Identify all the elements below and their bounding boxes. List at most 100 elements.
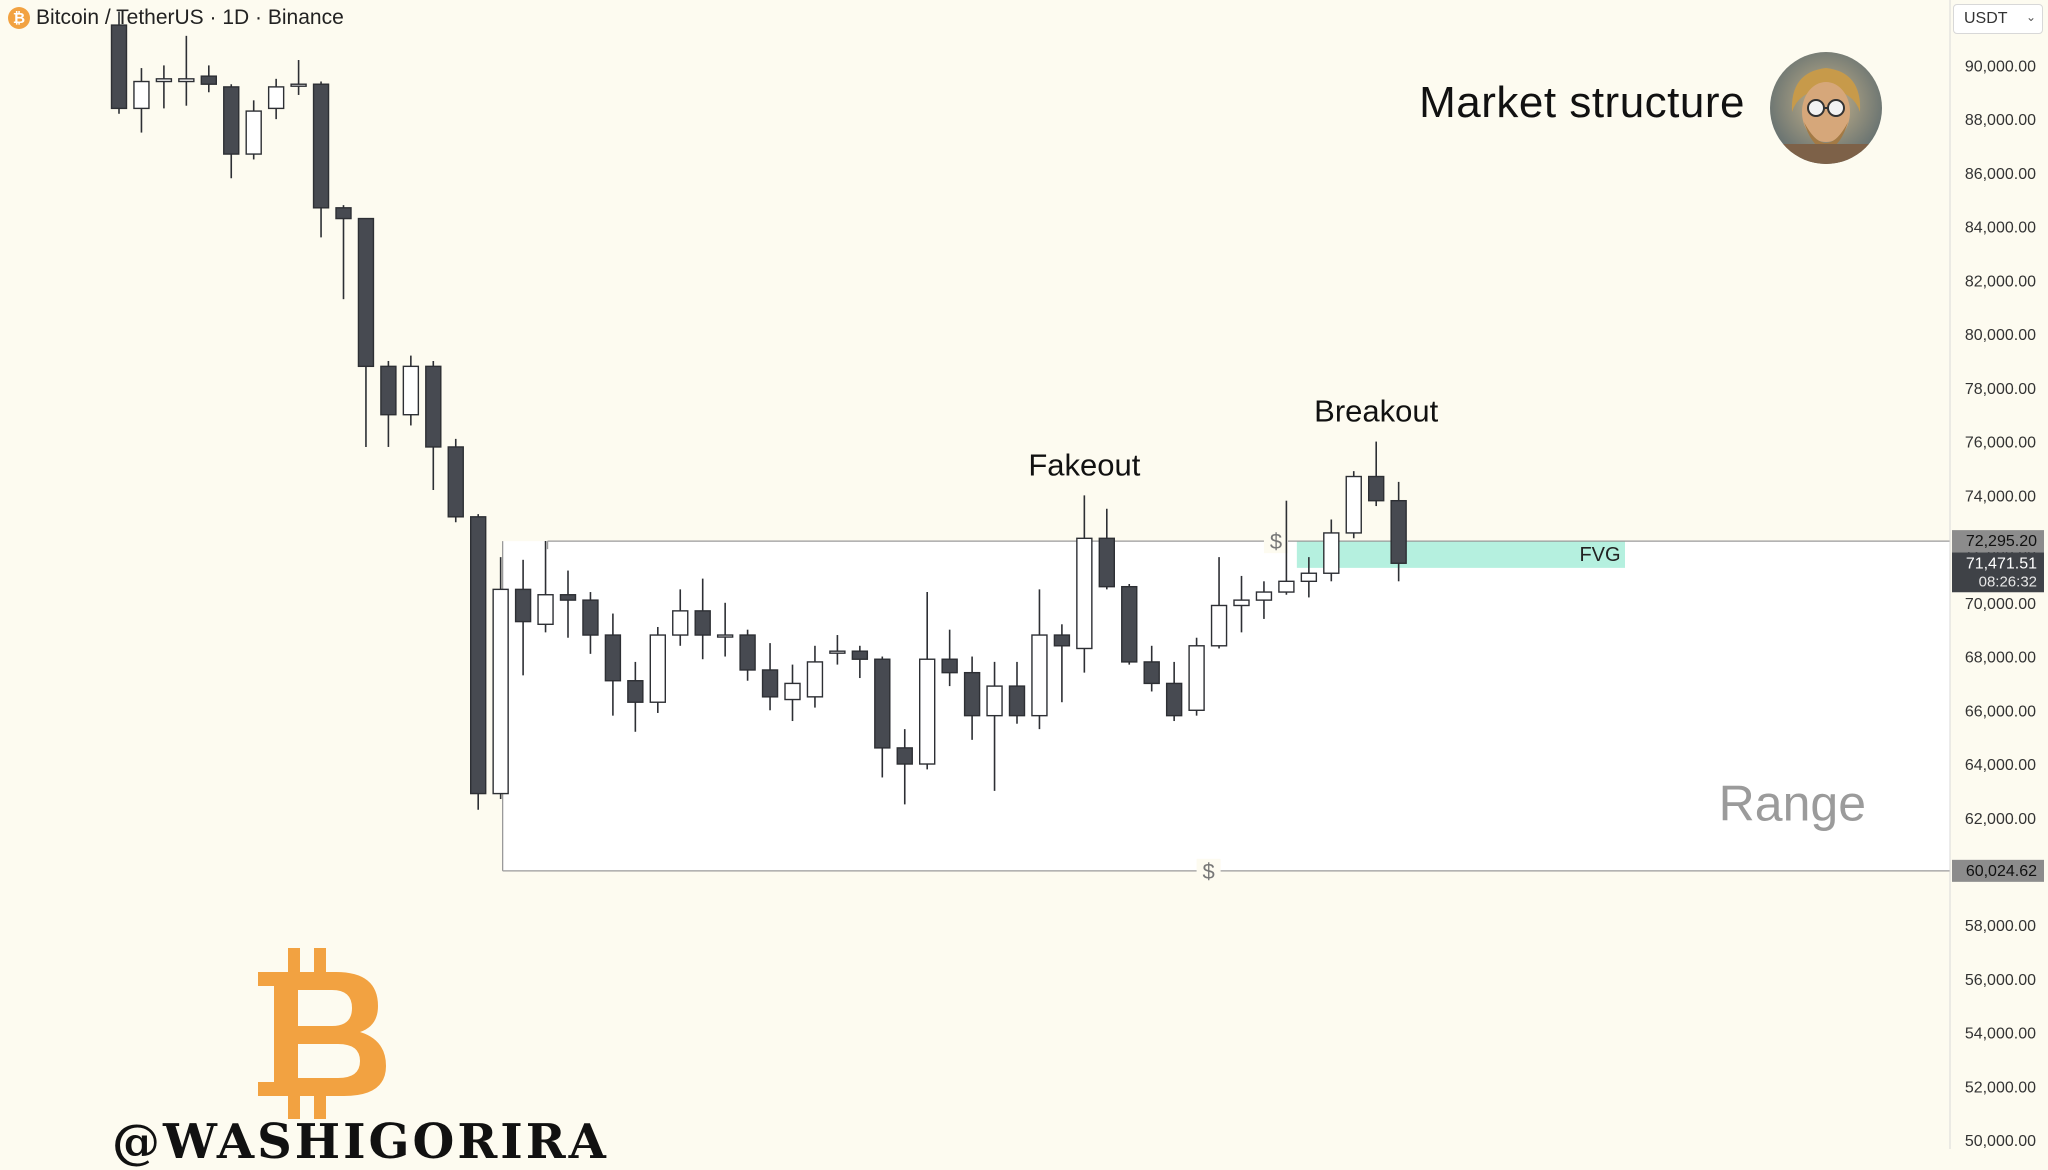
candle-body-bull [829, 650, 846, 654]
candle[interactable] [223, 84, 240, 179]
price-axis-tick: 68,000.00 [1965, 650, 2036, 667]
candle[interactable] [1390, 481, 1407, 582]
price-axis-tick: 66,000.00 [1965, 703, 2036, 720]
candle[interactable] [1323, 519, 1340, 582]
candle[interactable] [110, 11, 128, 114]
candle[interactable] [245, 100, 262, 160]
candle-body-bear [1098, 537, 1116, 588]
candle[interactable] [1008, 661, 1026, 724]
candle-body-bear [1121, 585, 1138, 663]
candle-body-bull [1323, 532, 1340, 574]
candle[interactable] [514, 559, 532, 676]
candle-body-bear [312, 83, 330, 209]
candle[interactable] [1031, 589, 1048, 730]
candle[interactable] [1143, 645, 1160, 692]
candle[interactable] [761, 643, 779, 711]
symbol-header[interactable]: ₿ Bitcoin / TetherUS · 1D · Binance [8, 6, 344, 30]
candle[interactable] [1367, 441, 1385, 507]
candle[interactable] [267, 78, 285, 120]
candle[interactable] [200, 65, 218, 93]
price-axis-tick: 88,000.00 [1965, 112, 2036, 129]
candle[interactable] [604, 613, 622, 716]
candle-body-bear [963, 671, 981, 717]
candle-body-bull [537, 594, 554, 625]
candle[interactable] [941, 629, 958, 687]
candle-body-bear [851, 650, 869, 660]
candle[interactable] [470, 514, 487, 810]
quote-currency-value: USDT [1964, 10, 2008, 27]
candle-body-bear [582, 599, 599, 636]
price-axis-tick: 64,000.00 [1965, 757, 2036, 774]
candle[interactable] [694, 578, 711, 660]
candle[interactable] [739, 629, 756, 681]
liquidity-mark: $ [1270, 529, 1282, 554]
candle-body-bull [986, 685, 1003, 717]
candle-body-bear [200, 75, 218, 85]
candle[interactable] [1255, 581, 1273, 619]
price-axis-tick: 56,000.00 [1965, 972, 2036, 989]
liquidity-mark: $ [1202, 859, 1214, 884]
candle[interactable] [133, 68, 150, 133]
candle[interactable] [402, 355, 420, 426]
candle[interactable] [425, 360, 442, 490]
author-watermark: @WASHIGORIRA [112, 1114, 609, 1170]
candle-body-bull [267, 86, 285, 110]
candle[interactable] [1188, 637, 1205, 716]
candle-body-bear [941, 658, 958, 674]
candle[interactable] [851, 645, 869, 679]
candle[interactable] [582, 592, 599, 654]
quote-currency-select[interactable]: USDT ⌄ [1953, 4, 2043, 34]
annotation-breakout: Breakout [1314, 394, 1438, 429]
candle-body-bear [110, 24, 128, 110]
candle-body-bear [694, 610, 711, 636]
author-avatar [1770, 52, 1882, 164]
candle[interactable] [1121, 583, 1138, 665]
candle[interactable] [290, 60, 307, 95]
candle[interactable] [447, 438, 464, 523]
candle[interactable] [806, 645, 824, 708]
candle[interactable] [1053, 624, 1071, 703]
candle[interactable] [492, 557, 509, 799]
candle[interactable] [896, 729, 913, 805]
price-label-bg [1952, 552, 2044, 593]
candle[interactable] [1300, 557, 1318, 598]
candle[interactable] [178, 35, 195, 106]
candle[interactable] [357, 217, 375, 447]
candle[interactable] [963, 656, 981, 740]
candle[interactable] [784, 664, 801, 722]
candle[interactable] [919, 592, 936, 770]
candle-body-bull [245, 110, 262, 155]
price-axis-tick: 54,000.00 [1965, 1026, 2036, 1043]
candle[interactable] [335, 205, 352, 300]
candle[interactable] [1345, 471, 1362, 539]
price-axis-tick: 90,000.00 [1965, 58, 2036, 75]
candle[interactable] [986, 661, 1003, 791]
candle[interactable] [1210, 557, 1228, 649]
candle[interactable] [716, 602, 734, 657]
candle[interactable] [1233, 575, 1250, 633]
bitcoin-logo [258, 948, 386, 1119]
candle[interactable] [155, 65, 173, 109]
candle-body-bear [1165, 682, 1183, 717]
candle[interactable] [537, 540, 554, 633]
candle[interactable] [829, 635, 846, 665]
range-label: Range [1719, 775, 1866, 831]
candle[interactable] [1165, 661, 1183, 722]
candle[interactable] [672, 589, 689, 646]
candle[interactable] [874, 656, 891, 778]
symbol-title: Bitcoin / TetherUS · 1D · Binance [36, 6, 344, 29]
candle[interactable] [1278, 500, 1295, 595]
price-label-range-low: 60,024.62 [1966, 863, 2037, 880]
candle[interactable] [380, 360, 397, 447]
candle[interactable] [1098, 508, 1116, 590]
chart-title: Market structure [1419, 78, 1745, 127]
candle[interactable] [559, 570, 577, 638]
candle[interactable] [649, 626, 666, 713]
candle-body-bull [1076, 537, 1093, 650]
candle[interactable] [627, 661, 644, 732]
candle[interactable] [1076, 495, 1093, 673]
candle-body-bear [447, 446, 464, 518]
candle[interactable] [312, 81, 330, 238]
fvg-label: FVG [1579, 544, 1620, 566]
